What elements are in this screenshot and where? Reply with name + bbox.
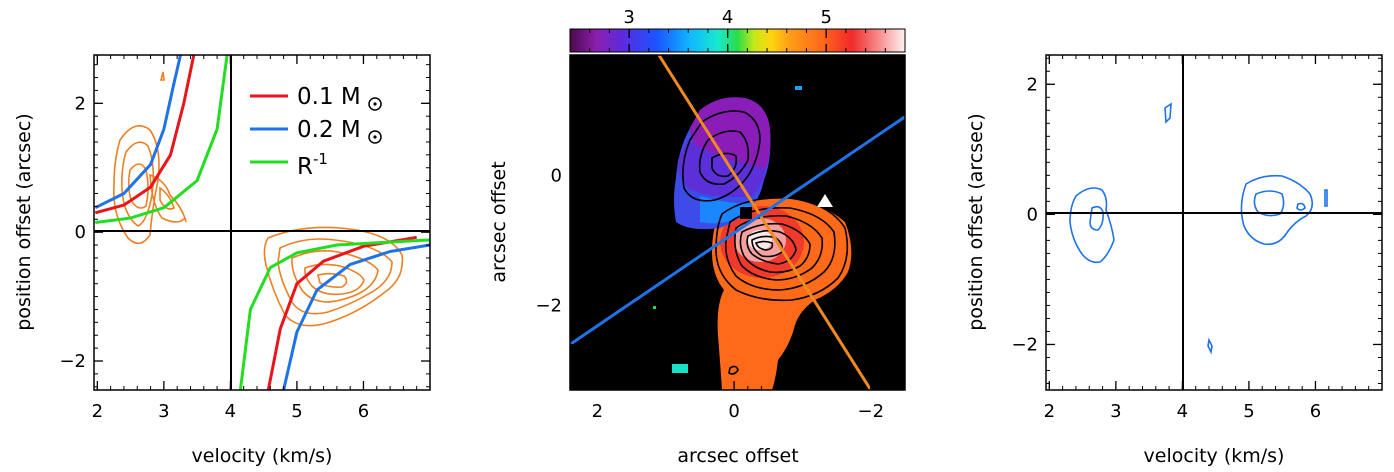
left-model-curves (94, 55, 430, 390)
left-xlabel: velocity (km/s) (192, 445, 333, 467)
legend-label-series-3: R-1 (297, 150, 328, 180)
y-tick-label: 0 (75, 222, 86, 243)
y-tick-label: −2 (59, 351, 86, 372)
center-ylabel: arcsec offset (488, 161, 510, 282)
colorbar-tick-label: 3 (623, 7, 634, 28)
square-marker (740, 207, 752, 219)
y-tick-label: −2 (535, 295, 562, 316)
center-frame (569, 54, 906, 391)
right-ylabel: position offset (arcsec) (965, 113, 987, 330)
series-2-branch-1 (94, 55, 182, 210)
pixel-cyan (795, 86, 802, 90)
pixel-green (653, 306, 656, 309)
center-ticks: 2 0 −2 −2 0 (535, 55, 905, 422)
velocity-core-max (748, 230, 772, 250)
legend-label-series-1: 0.1 M (297, 84, 361, 110)
left-panel: 2 3 4 5 6 −2 0 2 0.1 M 0.2 M R-1 velocity (km/s… (13, 54, 431, 467)
series-3-branch-2 (238, 238, 430, 390)
x-tick-label: 2 (1044, 401, 1055, 422)
left-frame (93, 54, 431, 391)
y-tick-label: 2 (75, 93, 86, 114)
right-ticks: 2 3 4 5 6 −2 0 2 (1011, 55, 1382, 422)
legend-exponent: -1 (313, 150, 328, 168)
right-xlabel: velocity (km/s) (1144, 445, 1285, 467)
series-3-branch-1 (95, 55, 229, 224)
y-tick-label: 2 (1027, 74, 1038, 95)
y-tick-label: 0 (1027, 204, 1038, 225)
y-tick-label: 0 (551, 165, 562, 186)
legend-label-series-2: 0.2 M (297, 117, 361, 143)
center-xlabel: arcsec offset (677, 445, 798, 467)
colorbar (569, 28, 906, 53)
y-tick-label: −2 (1011, 334, 1038, 355)
colorbar-ticks: 3 4 5 (569, 7, 886, 52)
center-panel: 3 4 5 (488, 7, 906, 467)
center-overlay-lines (570, 55, 905, 390)
left-legend: 0.1 M 0.2 M R-1 (250, 84, 382, 180)
x-tick-label: 4 (225, 401, 236, 422)
x-tick-label: −2 (858, 401, 885, 422)
x-tick-label: 5 (1243, 401, 1254, 422)
x-tick-label: 6 (358, 401, 369, 422)
velocity-region-purple (690, 97, 771, 169)
x-tick-label: 3 (1110, 401, 1121, 422)
series-1-branch-1 (94, 55, 196, 215)
series-1-branch-2 (266, 235, 417, 390)
sun-symbol-dot (373, 102, 377, 106)
right-frame (1045, 54, 1383, 391)
colorbar-tick-label: 5 (820, 7, 831, 28)
left-contours (112, 71, 404, 327)
left-ylabel: position offset (arcsec) (13, 113, 35, 330)
colorbar-tick-label: 4 (722, 7, 733, 28)
left-ticks: 2 3 4 5 6 −2 0 2 (59, 55, 430, 422)
sun-symbol-icon (368, 97, 382, 111)
center-image (653, 86, 852, 390)
overlay-line-2 (570, 115, 905, 346)
x-tick-label: 5 (291, 401, 302, 422)
overlay-line-1 (657, 55, 873, 390)
x-tick-label: 2 (592, 401, 603, 422)
right-contours (1069, 102, 1328, 355)
x-tick-label: 6 (1310, 401, 1321, 422)
right-panel: 2 3 4 5 6 −2 0 2 velocity (km/s) position offse… (965, 54, 1383, 467)
x-tick-label: 2 (92, 401, 103, 422)
velocity-region-violet (677, 140, 766, 198)
pixel-teal (672, 364, 688, 373)
sun-symbol-icon (368, 130, 382, 144)
triangle-marker (817, 194, 833, 207)
sun-symbol-dot (373, 135, 377, 139)
x-tick-label: 0 (728, 401, 739, 422)
series-2-branch-2 (282, 243, 430, 390)
x-tick-label: 4 (1177, 401, 1188, 422)
x-tick-label: 3 (158, 401, 169, 422)
